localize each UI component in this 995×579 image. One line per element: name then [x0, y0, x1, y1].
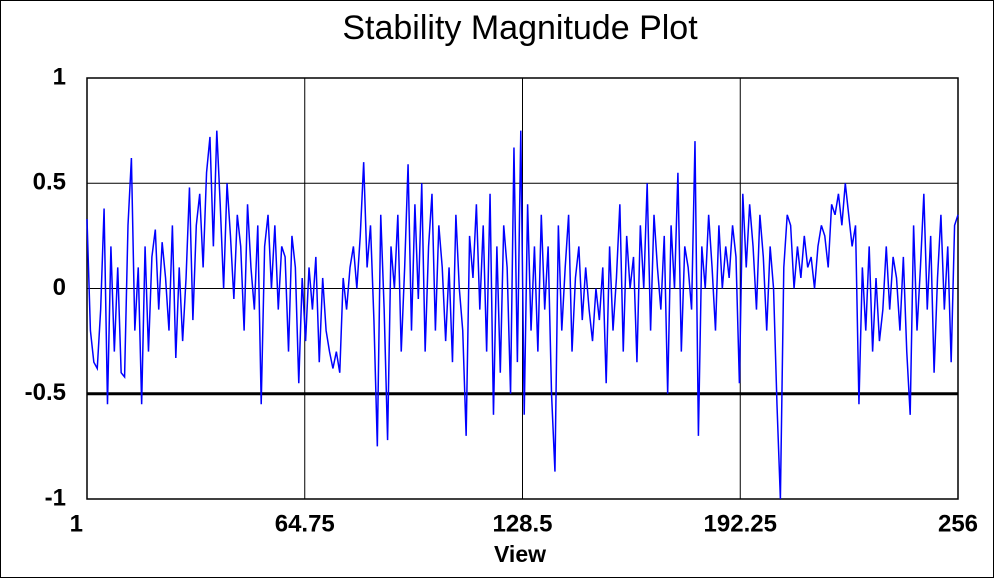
y-tick-label: -0.5 — [25, 379, 66, 406]
x-tick-label: 192.25 — [704, 510, 777, 537]
y-tick-label: 1 — [53, 63, 66, 90]
x-tick-label: 1 — [70, 510, 83, 537]
data-line — [86, 130, 959, 500]
y-tick-label: 0 — [53, 274, 66, 301]
x-tick-label: 64.75 — [275, 510, 335, 537]
x-axis-label: View — [494, 541, 546, 567]
chart-title: Stability Magnitude Plot — [342, 9, 698, 47]
y-tick-label: 0.5 — [33, 169, 66, 196]
y-tick-label: -1 — [45, 484, 66, 511]
x-tick-label: 256 — [938, 510, 978, 537]
x-tick-label: 128.5 — [492, 510, 552, 537]
